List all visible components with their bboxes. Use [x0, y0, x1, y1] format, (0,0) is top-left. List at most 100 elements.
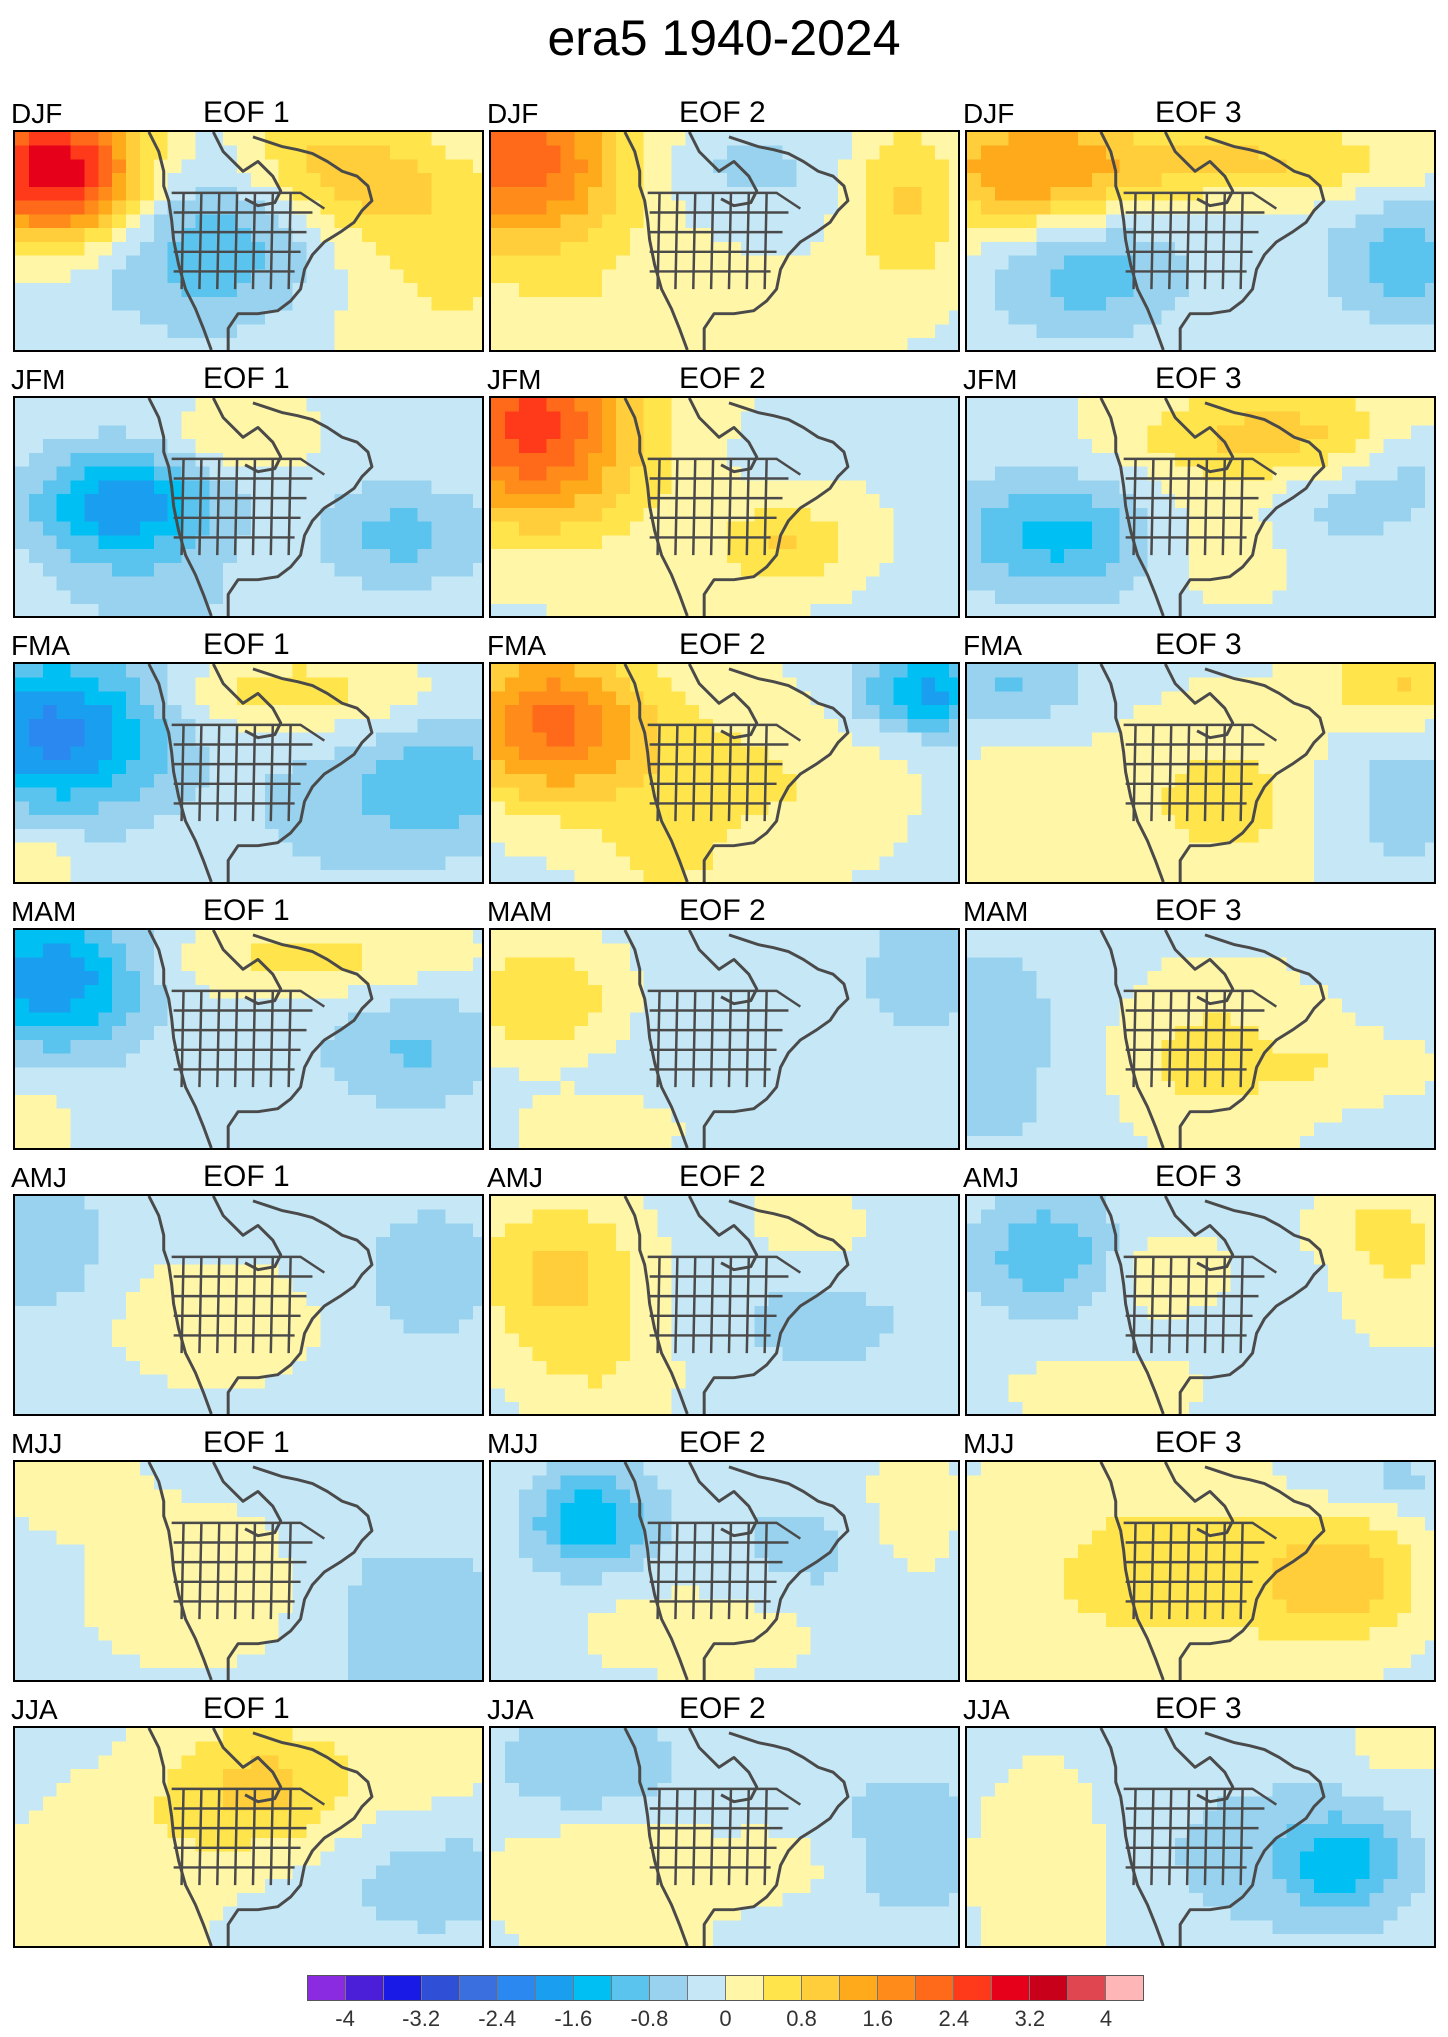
field-cell: [560, 801, 575, 816]
field-cell: [56, 521, 72, 536]
field-cell: [1425, 535, 1434, 550]
field-cell: [907, 145, 922, 160]
field-cell: [42, 760, 58, 775]
field-cell: [671, 145, 686, 160]
field-cell: [1383, 664, 1398, 679]
field-cell: [292, 856, 307, 871]
field-cell: [42, 828, 58, 844]
field-cell: [754, 815, 770, 830]
field-cell: [153, 549, 169, 564]
field-cell: [209, 760, 224, 775]
field-cell: [1411, 870, 1426, 882]
field-cell: [967, 773, 982, 789]
field-cell: [1133, 664, 1148, 679]
field-cell: [126, 732, 141, 747]
eof-label: EOF 2: [679, 96, 766, 129]
field-cell: [1036, 521, 1051, 536]
field-cell: [1050, 145, 1065, 160]
field-cell: [907, 677, 922, 692]
field-cell: [810, 269, 825, 284]
field-cell: [1355, 480, 1371, 495]
field-cell: [560, 856, 575, 871]
field-cell: [491, 507, 506, 523]
field-cell: [994, 507, 1010, 523]
field-cell: [459, 439, 474, 454]
field-cell: [1147, 228, 1162, 243]
field-cell: [445, 159, 460, 174]
field-cell: [431, 186, 446, 202]
field-cell: [1244, 842, 1259, 857]
field-cell: [403, 494, 419, 509]
field-cell: [588, 324, 603, 339]
field-cell: [1286, 732, 1301, 747]
field-cell: [921, 718, 936, 734]
field-cell: [980, 439, 996, 454]
field-cell: [1036, 718, 1051, 734]
field-cell: [1314, 159, 1329, 174]
field-cell: [126, 283, 141, 298]
field-cell: [167, 930, 183, 945]
field-cell: [181, 480, 196, 495]
field-cell: [292, 746, 307, 761]
field-cell: [907, 801, 922, 816]
field-cell: [1327, 521, 1343, 536]
field-cell: [98, 338, 113, 350]
field-cell: [1300, 452, 1315, 468]
field-cell: [935, 535, 950, 550]
field-cell: [1341, 310, 1357, 325]
field-cell: [445, 718, 460, 734]
field-cell: [838, 200, 853, 215]
field-cell: [546, 452, 561, 468]
field-cell: [1008, 705, 1024, 720]
field-cell: [56, 664, 72, 679]
field-cell: [1119, 411, 1135, 426]
field-cell: [1202, 562, 1218, 578]
field-cell: [112, 787, 127, 802]
field-cell: [112, 296, 127, 312]
field-cell: [935, 200, 950, 215]
field-cell: [1189, 186, 1204, 202]
field-cell: [375, 549, 391, 564]
field-cell: [615, 604, 631, 616]
field-cell: [320, 856, 335, 871]
field-cell: [278, 255, 294, 270]
field-cell: [824, 200, 839, 215]
field-cell: [264, 590, 280, 605]
field-cell: [126, 815, 141, 830]
field-cell: [56, 677, 72, 692]
field-cell: [195, 870, 210, 882]
field-cell: [1036, 296, 1051, 312]
field-cell: [1036, 732, 1051, 747]
field-cell: [949, 856, 958, 871]
field-cell: [1286, 773, 1301, 789]
field-cell: [491, 296, 506, 312]
field-cell: [1411, 664, 1426, 679]
field-cell: [1230, 773, 1246, 789]
field-cell: [153, 815, 169, 830]
field-cell: [1105, 535, 1121, 550]
field-cell: [602, 214, 617, 229]
field-cell: [602, 773, 617, 789]
field-cell: [459, 604, 474, 616]
field-cell: [70, 691, 85, 706]
field-cell: [602, 494, 617, 509]
field-cell: [153, 228, 169, 243]
field-cell: [375, 132, 391, 147]
field-cell: [237, 296, 252, 312]
field-cell: [126, 507, 141, 523]
field-cell: [935, 691, 950, 706]
field-cell: [685, 255, 700, 270]
field-cell: [907, 760, 922, 775]
field-cell: [879, 691, 895, 706]
field-cell: [473, 576, 482, 591]
field-cell: [1314, 801, 1329, 816]
field-cell: [195, 283, 210, 298]
field-cell: [1425, 296, 1434, 312]
field-cell: [1008, 466, 1024, 481]
field-cell: [851, 200, 867, 215]
field-cell: [1425, 507, 1434, 523]
field-cell: [546, 411, 561, 426]
field-cell: [1258, 691, 1273, 706]
field-cell: [810, 200, 825, 215]
field-cell: [967, 228, 982, 243]
